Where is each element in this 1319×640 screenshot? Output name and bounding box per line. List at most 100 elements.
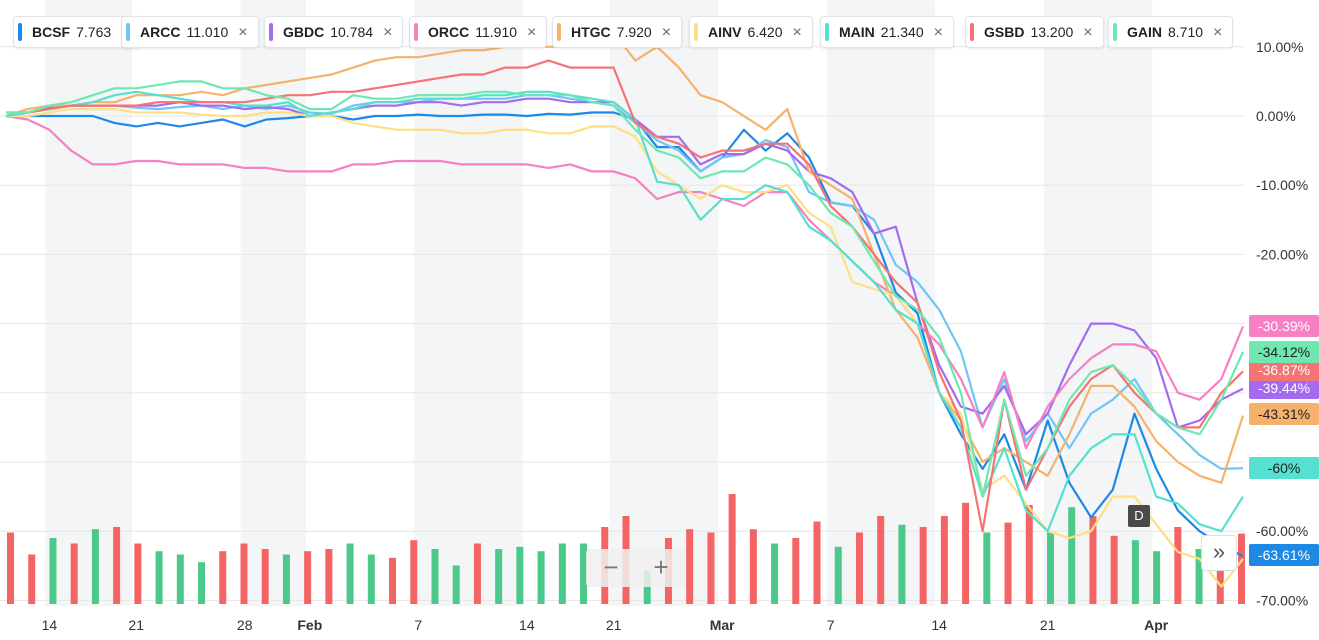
end-value-label: -36.87% [1258, 362, 1310, 378]
period-d-button[interactable]: D [1128, 505, 1150, 527]
volume-bar [1174, 527, 1182, 604]
close-icon[interactable]: × [383, 24, 393, 41]
symbol-chip-orcc[interactable]: ORCC 11.910 × [409, 16, 548, 48]
x-tick-label: Mar [710, 617, 735, 633]
zoom-controls: − + [586, 549, 686, 587]
x-tick-label: 7 [414, 617, 422, 633]
symbol-chip-gsbd[interactable]: GSBD 13.200 × [965, 16, 1104, 48]
volume-bar [155, 551, 163, 604]
series-color-swatch [694, 23, 698, 41]
volume-bar [240, 543, 248, 604]
series-color-swatch [18, 23, 22, 41]
volume-bar [834, 546, 842, 604]
series-color-swatch [825, 23, 829, 41]
volume-bar [771, 543, 779, 604]
volume-bar [282, 554, 290, 604]
volume-bar [877, 516, 885, 604]
x-tick-label: 21 [606, 617, 622, 633]
volume-bar [792, 538, 800, 604]
volume-bar [728, 494, 736, 604]
y-tick-label: -60.00% [1256, 523, 1308, 539]
volume-bar [346, 543, 354, 604]
symbol-value: 8.710 [1168, 24, 1204, 40]
end-value-label: -34.12% [1258, 344, 1310, 360]
close-icon[interactable]: × [933, 24, 943, 41]
volume-bar [898, 524, 906, 604]
volume-bar [516, 546, 524, 604]
symbol-value: 11.910 [475, 24, 518, 40]
symbol-value: 7.763 [76, 24, 112, 40]
close-icon[interactable]: × [238, 24, 248, 41]
week-band [826, 0, 936, 606]
series-color-swatch [126, 23, 130, 41]
symbol-label: MAIN [839, 24, 875, 40]
x-tick-label: Feb [297, 617, 322, 633]
symbol-chip-htgc[interactable]: HTGC 7.920 × [552, 16, 683, 48]
volume-bar [558, 543, 566, 604]
volume-bar [452, 565, 460, 604]
close-icon[interactable]: × [661, 24, 672, 41]
volume-bar [389, 557, 397, 604]
x-tick-label: 21 [128, 617, 144, 633]
end-label-box [1249, 457, 1319, 479]
symbol-value: 11.010 [186, 24, 229, 40]
end-label-box [1249, 315, 1319, 337]
volume-bar [1110, 535, 1118, 604]
symbol-chip-arcc[interactable]: ARCC 11.010 × [121, 16, 259, 48]
volume-bar [983, 532, 991, 604]
x-tick-label: Apr [1144, 617, 1169, 633]
y-tick-label: -20.00% [1256, 246, 1308, 262]
symbol-label: GAIN [1127, 24, 1162, 40]
volume-bar [580, 543, 588, 604]
symbol-label: HTGC [571, 24, 611, 40]
symbol-chip-gain[interactable]: GAIN 8.710 × [1108, 16, 1234, 48]
zoom-in-button[interactable]: + [653, 552, 669, 582]
volume-bar [431, 549, 439, 604]
symbol-label: ARCC [140, 24, 181, 40]
close-icon[interactable]: × [792, 24, 802, 41]
zoom-out-button[interactable]: − [603, 552, 619, 582]
volume-bar [113, 527, 121, 604]
volume-bar [367, 554, 375, 604]
series-color-swatch [414, 23, 418, 41]
volume-bar [1238, 533, 1245, 604]
volume-bar [940, 516, 948, 604]
expand-more-button[interactable]: » [1201, 535, 1237, 571]
x-tick-label: 7 [827, 617, 835, 633]
volume-bar [1195, 549, 1203, 604]
series-line-bcsf [6, 111, 1244, 558]
x-tick-label: 14 [42, 617, 58, 633]
volume-bar [1004, 522, 1012, 604]
volume-bar [537, 551, 545, 604]
symbol-chip-ainv[interactable]: AINV 6.420 × [689, 16, 813, 48]
x-tick-label: 28 [237, 617, 253, 633]
symbol-chip-gbdc[interactable]: GBDC 10.784 × [264, 16, 404, 48]
series-line-gsbd [6, 59, 1244, 533]
x-tick-label: 21 [1040, 617, 1056, 633]
volume-bar [707, 532, 715, 604]
symbol-label: AINV [708, 24, 742, 40]
volume-bar [1046, 532, 1054, 604]
symbol-value: 10.784 [330, 24, 374, 40]
symbol-value: 6.420 [747, 24, 783, 40]
close-icon[interactable]: × [1083, 24, 1093, 41]
volume-bar [1153, 551, 1161, 604]
volume-bar [198, 562, 206, 604]
symbol-label: GSBD [984, 24, 1025, 40]
close-icon[interactable]: × [527, 24, 537, 41]
end-label-box [1249, 359, 1319, 381]
end-value-label: -43.31% [1258, 406, 1310, 422]
volume-bar [473, 543, 481, 604]
volume-bar [261, 549, 269, 604]
series-line-gain [6, 80, 1245, 498]
week-band [609, 0, 719, 606]
symbol-chip-main[interactable]: MAIN 21.340 × [820, 16, 954, 48]
series-color-swatch [1113, 23, 1117, 41]
volume-bar [1068, 507, 1076, 604]
volume-bar [686, 529, 694, 604]
y-tick-label: -70.00% [1256, 592, 1308, 608]
close-icon[interactable]: × [1213, 24, 1223, 41]
end-label-box [1249, 377, 1319, 399]
volume-bar [813, 521, 821, 604]
